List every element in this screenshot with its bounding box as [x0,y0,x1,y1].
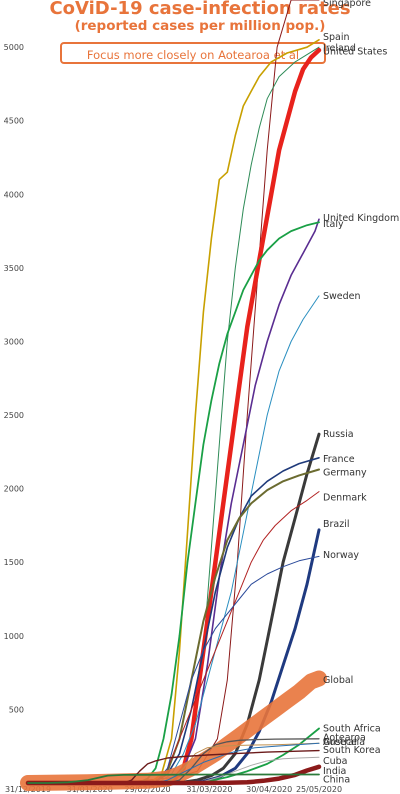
series-label-cuba: Cuba [323,756,348,767]
y-tick-label: 500 [9,705,24,714]
series-label-denmark: Denmark [323,492,367,503]
series-label-germany: Germany [323,467,367,478]
series-line-global [20,670,327,791]
series-label-south-africa: South Africa [323,724,381,735]
series-line-greece [27,742,320,784]
series-line-singapore [27,0,320,784]
chart-title: CoViD-19 case-infection rates [49,0,351,19]
series-label-spain: Spain [323,32,350,43]
y-tick-label: 2500 [4,411,24,420]
series-label-greece: Greece [323,737,357,748]
series-line-italy [27,221,320,784]
y-tick-label: 3000 [4,337,24,346]
series-label-united-states: United States [323,47,387,58]
x-tick-label: 30/04/2020 [246,785,292,794]
series-label-south-korea: South Korea [323,745,381,756]
y-tick-label: 3500 [4,264,24,273]
y-tick-label: 4000 [4,190,24,199]
series-line-united-states [25,47,322,786]
series-line-denmark [27,491,320,784]
y-tick-label: 5000 [4,43,24,52]
series-label-france: France [323,454,355,465]
x-tick-label: 25/05/2020 [296,785,342,794]
series-line-india [25,764,322,786]
series-label-sweden: Sweden [323,291,361,302]
series-line-spain [27,39,320,784]
x-tick-label: 31/03/2020 [186,785,232,794]
series-label-brazil: Brazil [323,519,350,530]
x-tick-label: 29/02/2020 [125,785,171,794]
series-label-united-kingdom: United Kingdom [323,213,399,224]
y-tick-label: 1000 [4,632,24,641]
series-label-global: Global [323,675,353,686]
series-label-ireland: Ireland [323,43,356,54]
series-line-south-korea [27,749,320,784]
series-label-norway: Norway [323,550,359,561]
y-tick-label: 4500 [4,117,24,126]
series-line-united-kingdom [27,218,320,784]
series-label-italy: Italy [323,219,344,230]
chart-subtitle: (reported cases per million pop.) [74,18,326,34]
series-line-germany [27,468,320,784]
series-label-singapore: Singapore [323,0,371,9]
series-label-australia: Australia [323,737,365,748]
series-label-china: China [323,774,350,785]
series-line-china [27,773,320,784]
series-label-india: India [323,766,346,777]
series-label-russia: Russia [323,429,354,440]
series-line-ireland [27,46,320,784]
series-label-aotearoa: Aotearoa [323,732,366,743]
focus-aotearoa-button[interactable]: Focus more closely on Aotearoa et al [60,42,326,64]
y-tick-label: 2000 [4,485,24,494]
series-line-norway [27,555,320,784]
y-tick-label: 1500 [4,558,24,567]
series-line-france [27,457,320,784]
